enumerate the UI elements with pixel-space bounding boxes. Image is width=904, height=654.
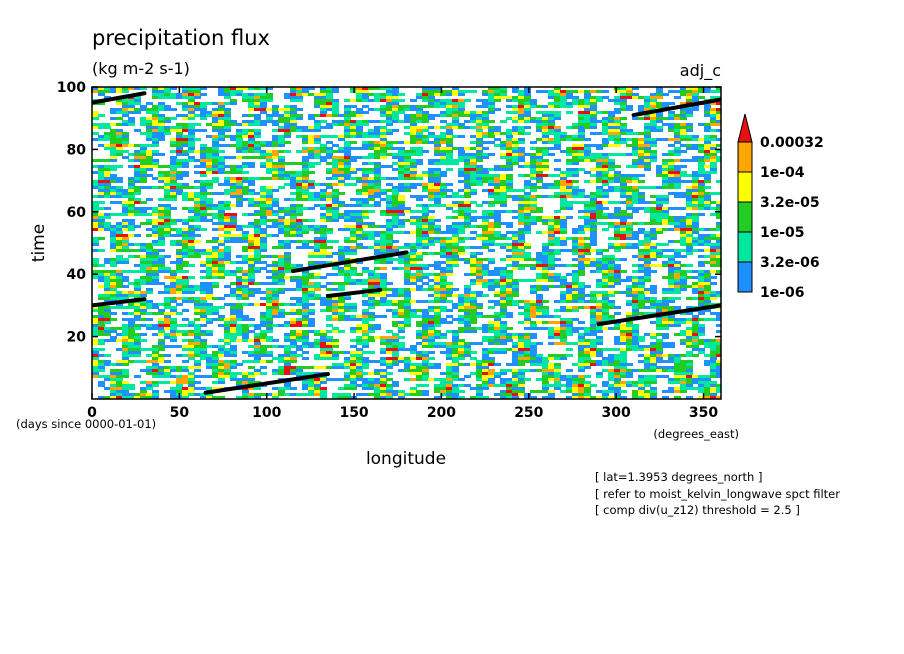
y-axis-ticks: 20 40 60 80 100 bbox=[57, 80, 721, 346]
colorbar-swatch bbox=[737, 171, 753, 203]
y-tick-label: 60 bbox=[67, 205, 87, 221]
annotation-filter: [ refer to moist_kelvin_longwave spct fi… bbox=[595, 487, 840, 501]
y-tick-label: 20 bbox=[67, 330, 87, 346]
annotation-lat: [ lat=1.3953 degrees_north ] bbox=[595, 470, 762, 484]
colorbar: 1e-06 3.2e-06 1e-05 3.2e-05 1e-04 0.00032 bbox=[737, 113, 824, 301]
kelvin-wave-track bbox=[290, 250, 409, 274]
x-tick-label: 150 bbox=[339, 405, 368, 421]
kelvin-wave-track bbox=[203, 372, 330, 395]
x-axis-label: longitude bbox=[366, 449, 446, 469]
annotation-threshold: [ comp div(u_z12) threshold = 2.5 ] bbox=[595, 503, 800, 517]
x-tick-label: 200 bbox=[427, 405, 456, 421]
colorbar-swatch bbox=[737, 141, 753, 173]
colorbar-swatch bbox=[737, 261, 753, 293]
plot-frame bbox=[91, 86, 722, 400]
colorbar-label: 3.2e-06 bbox=[760, 255, 820, 271]
colorbar-label: 3.2e-05 bbox=[760, 195, 820, 211]
run-label: adj_c bbox=[680, 61, 721, 81]
x-axis-ticks: 0 50 100 150 200 250 300 350 bbox=[87, 87, 718, 421]
x-tick-label: 300 bbox=[602, 405, 631, 421]
colorbar-label: 1e-04 bbox=[760, 165, 805, 181]
y-tick-label: 40 bbox=[67, 267, 87, 283]
colorbar-max-arrow bbox=[737, 113, 753, 143]
kelvin-wave-track bbox=[325, 287, 383, 299]
kelvin-wave-track bbox=[92, 91, 147, 105]
y-tick-label: 80 bbox=[67, 142, 87, 158]
y-axis-units: (days since 0000-01-01) bbox=[16, 417, 156, 431]
colorbar-label: 1e-05 bbox=[760, 225, 805, 241]
precipitation-field bbox=[92, 87, 721, 399]
y-tick-label: 100 bbox=[57, 80, 86, 96]
chart-subtitle: (kg m-2 s-1) bbox=[92, 59, 190, 78]
x-axis-units: (degrees_east) bbox=[653, 427, 739, 441]
y-axis-label: time bbox=[29, 224, 49, 262]
kelvin-wave-track bbox=[92, 297, 147, 308]
x-tick-label: 0 bbox=[87, 405, 97, 421]
colorbar-label: 1e-06 bbox=[760, 285, 805, 301]
x-tick-label: 100 bbox=[252, 405, 281, 421]
colorbar-swatch bbox=[737, 201, 753, 233]
kelvin-wave-track bbox=[596, 303, 721, 327]
kelvin-wave-track bbox=[631, 97, 721, 118]
kelvin-wave-tracks bbox=[92, 91, 721, 395]
x-tick-label: 250 bbox=[514, 405, 543, 421]
colorbar-label: 0.00032 bbox=[760, 135, 824, 151]
x-tick-label: 50 bbox=[170, 405, 190, 421]
chart-title: precipitation flux bbox=[92, 26, 270, 50]
colorbar-swatch bbox=[737, 231, 753, 263]
x-tick-label: 350 bbox=[689, 405, 718, 421]
